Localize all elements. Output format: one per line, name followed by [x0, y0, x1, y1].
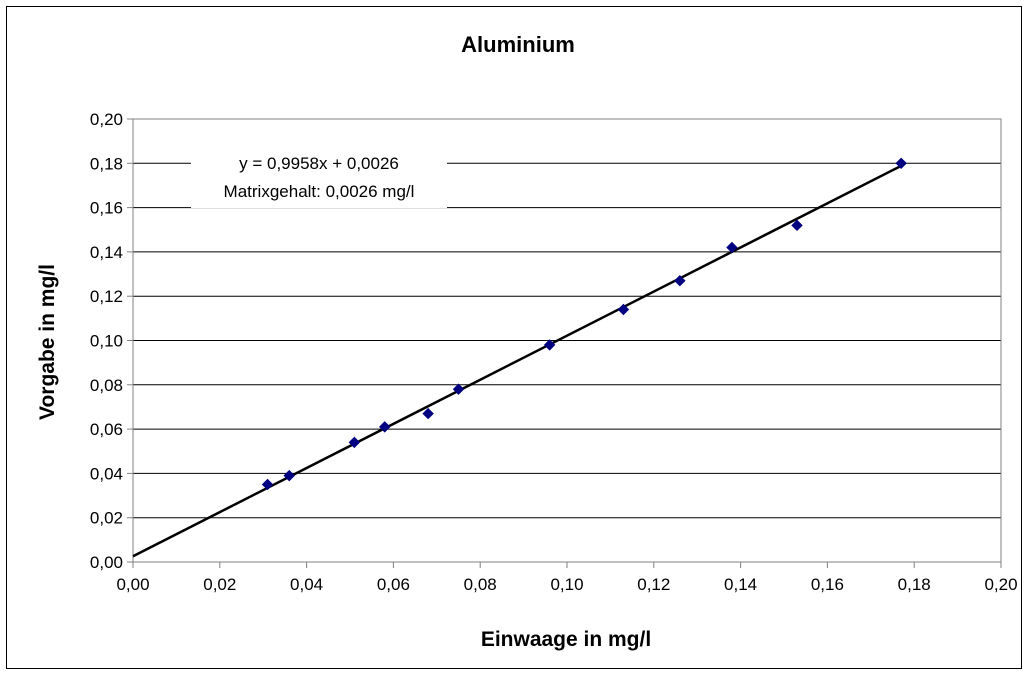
trendline — [132, 164, 902, 558]
y-tick-label: 0,14 — [90, 243, 123, 262]
trendline-equation: y = 0,9958x + 0,0026 — [239, 154, 399, 173]
y-tick-label: 0,04 — [90, 464, 123, 483]
data-point — [726, 241, 738, 254]
data-point — [348, 436, 361, 449]
grid-lines — [133, 162, 1001, 519]
x-tick-label: 0,08 — [464, 575, 497, 594]
y-tick-label: 0,10 — [90, 332, 123, 351]
chart-frame — [6, 6, 1022, 669]
x-axis-title: Einwaage in mg/l — [481, 628, 651, 651]
data-point — [791, 219, 803, 232]
x-tick-label: 0,14 — [724, 575, 757, 594]
annotation-background — [191, 146, 447, 208]
y-tick-label: 0,00 — [90, 553, 123, 572]
x-tick-label: 0,20 — [984, 575, 1017, 594]
data-point — [452, 383, 465, 395]
y-tick-label: 0,02 — [90, 509, 123, 528]
x-tick-label: 0,16 — [811, 575, 844, 594]
x-tick-label: 0,12 — [637, 575, 670, 594]
x-tick-label: 0,02 — [203, 575, 236, 594]
data-point — [674, 274, 686, 287]
y-tick-label: 0,12 — [90, 287, 123, 306]
data-points — [261, 157, 907, 491]
y-tick-label: 0,08 — [90, 376, 123, 395]
data-point — [617, 303, 630, 316]
y-tick-label: 0,16 — [90, 199, 123, 218]
matrix-content-label: Matrixgehalt: 0,0026 mg/l — [224, 182, 415, 201]
data-point — [283, 469, 295, 482]
data-point — [261, 478, 274, 491]
data-point — [543, 339, 556, 351]
y-axis-title: Vorgabe in mg/l — [36, 264, 59, 420]
chart-title: Aluminium — [461, 32, 575, 57]
x-tick-label: 0,18 — [898, 575, 931, 594]
data-point — [422, 407, 434, 420]
y-axis-ticks: 0,00 0,02 0,04 0,06 0,08 0,10 0,12 0,14 0,16 0,18… — [90, 110, 133, 572]
y-tick-label: 0,06 — [90, 420, 123, 439]
y-tick-label: 0,18 — [90, 154, 123, 173]
x-tick-label: 0,06 — [377, 575, 410, 594]
x-tick-label: 0,04 — [290, 575, 323, 594]
x-tick-label: 0,10 — [550, 575, 583, 594]
x-tick-label: 0,00 — [116, 575, 149, 594]
y-tick-label: 0,20 — [90, 110, 123, 129]
data-point — [895, 157, 907, 170]
trendline-annotation: y = 0,9958x + 0,0026 Matrixgehalt: 0,002… — [191, 146, 447, 208]
x-axis-ticks: 0,00 0,02 0,04 0,06 0,08 0,10 0,12 0,14 0,16 0,18… — [116, 562, 1018, 594]
data-point — [379, 421, 391, 433]
